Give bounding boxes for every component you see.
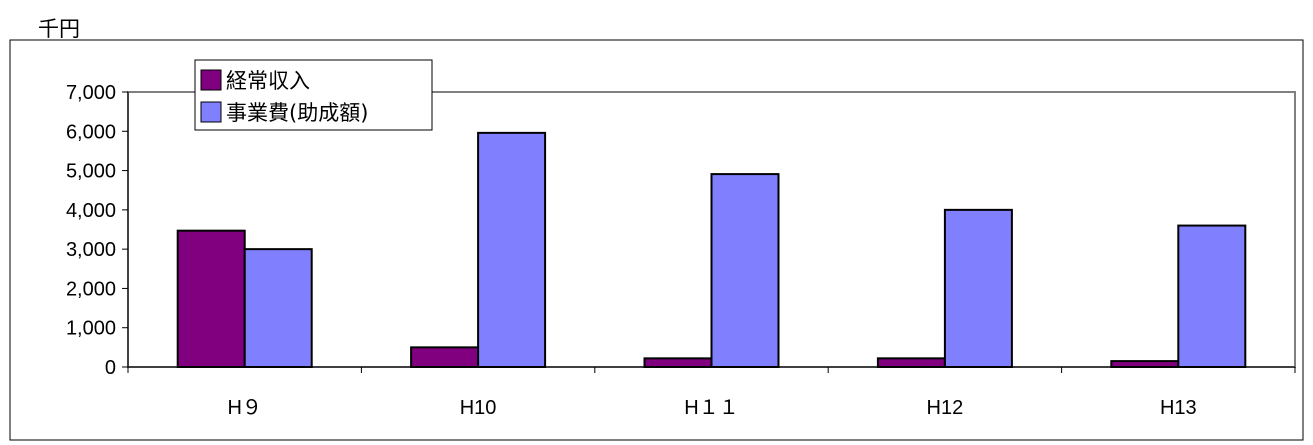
legend-swatch (200, 101, 222, 123)
y-tick-label: 6,000 (66, 121, 116, 143)
y-tick-label: 0 (105, 357, 116, 379)
bar (410, 346, 480, 369)
x-category-label: H10 (460, 397, 497, 419)
bar (643, 357, 713, 369)
bar (243, 248, 313, 368)
y-tick-label: 3,000 (66, 239, 116, 261)
legend-label: 事業費(助成額) (226, 101, 368, 125)
y-tick-label: 1,000 (66, 318, 116, 340)
y-tick-label: 2,000 (66, 278, 116, 300)
bar (943, 208, 1013, 368)
x-category-label: H１１ (684, 397, 738, 419)
y-tick-label: 4,000 (66, 200, 116, 222)
y-tick-label: 5,000 (66, 161, 116, 183)
bars-group (176, 131, 1247, 369)
unit-label: 千円 (38, 17, 80, 41)
bar (477, 131, 547, 368)
x-category-label: H12 (927, 397, 964, 419)
bar (876, 357, 946, 369)
legend-swatch (200, 69, 222, 91)
legend-label: 経常収入 (226, 69, 310, 93)
y-tick-label: 7,000 (66, 82, 116, 104)
bar (1110, 360, 1180, 369)
x-axis: H９ H10 H１１ H12 H13 (127, 366, 1296, 419)
legend-box (194, 59, 433, 131)
x-category-label: H13 (1160, 397, 1197, 419)
x-category-label: H９ (227, 397, 261, 419)
y-axis: 0 1,000 2,000 3,000 4,000 5,000 6,000 7,000 (66, 82, 129, 379)
bar (710, 173, 780, 368)
bar (176, 229, 246, 368)
bar (1177, 224, 1247, 368)
